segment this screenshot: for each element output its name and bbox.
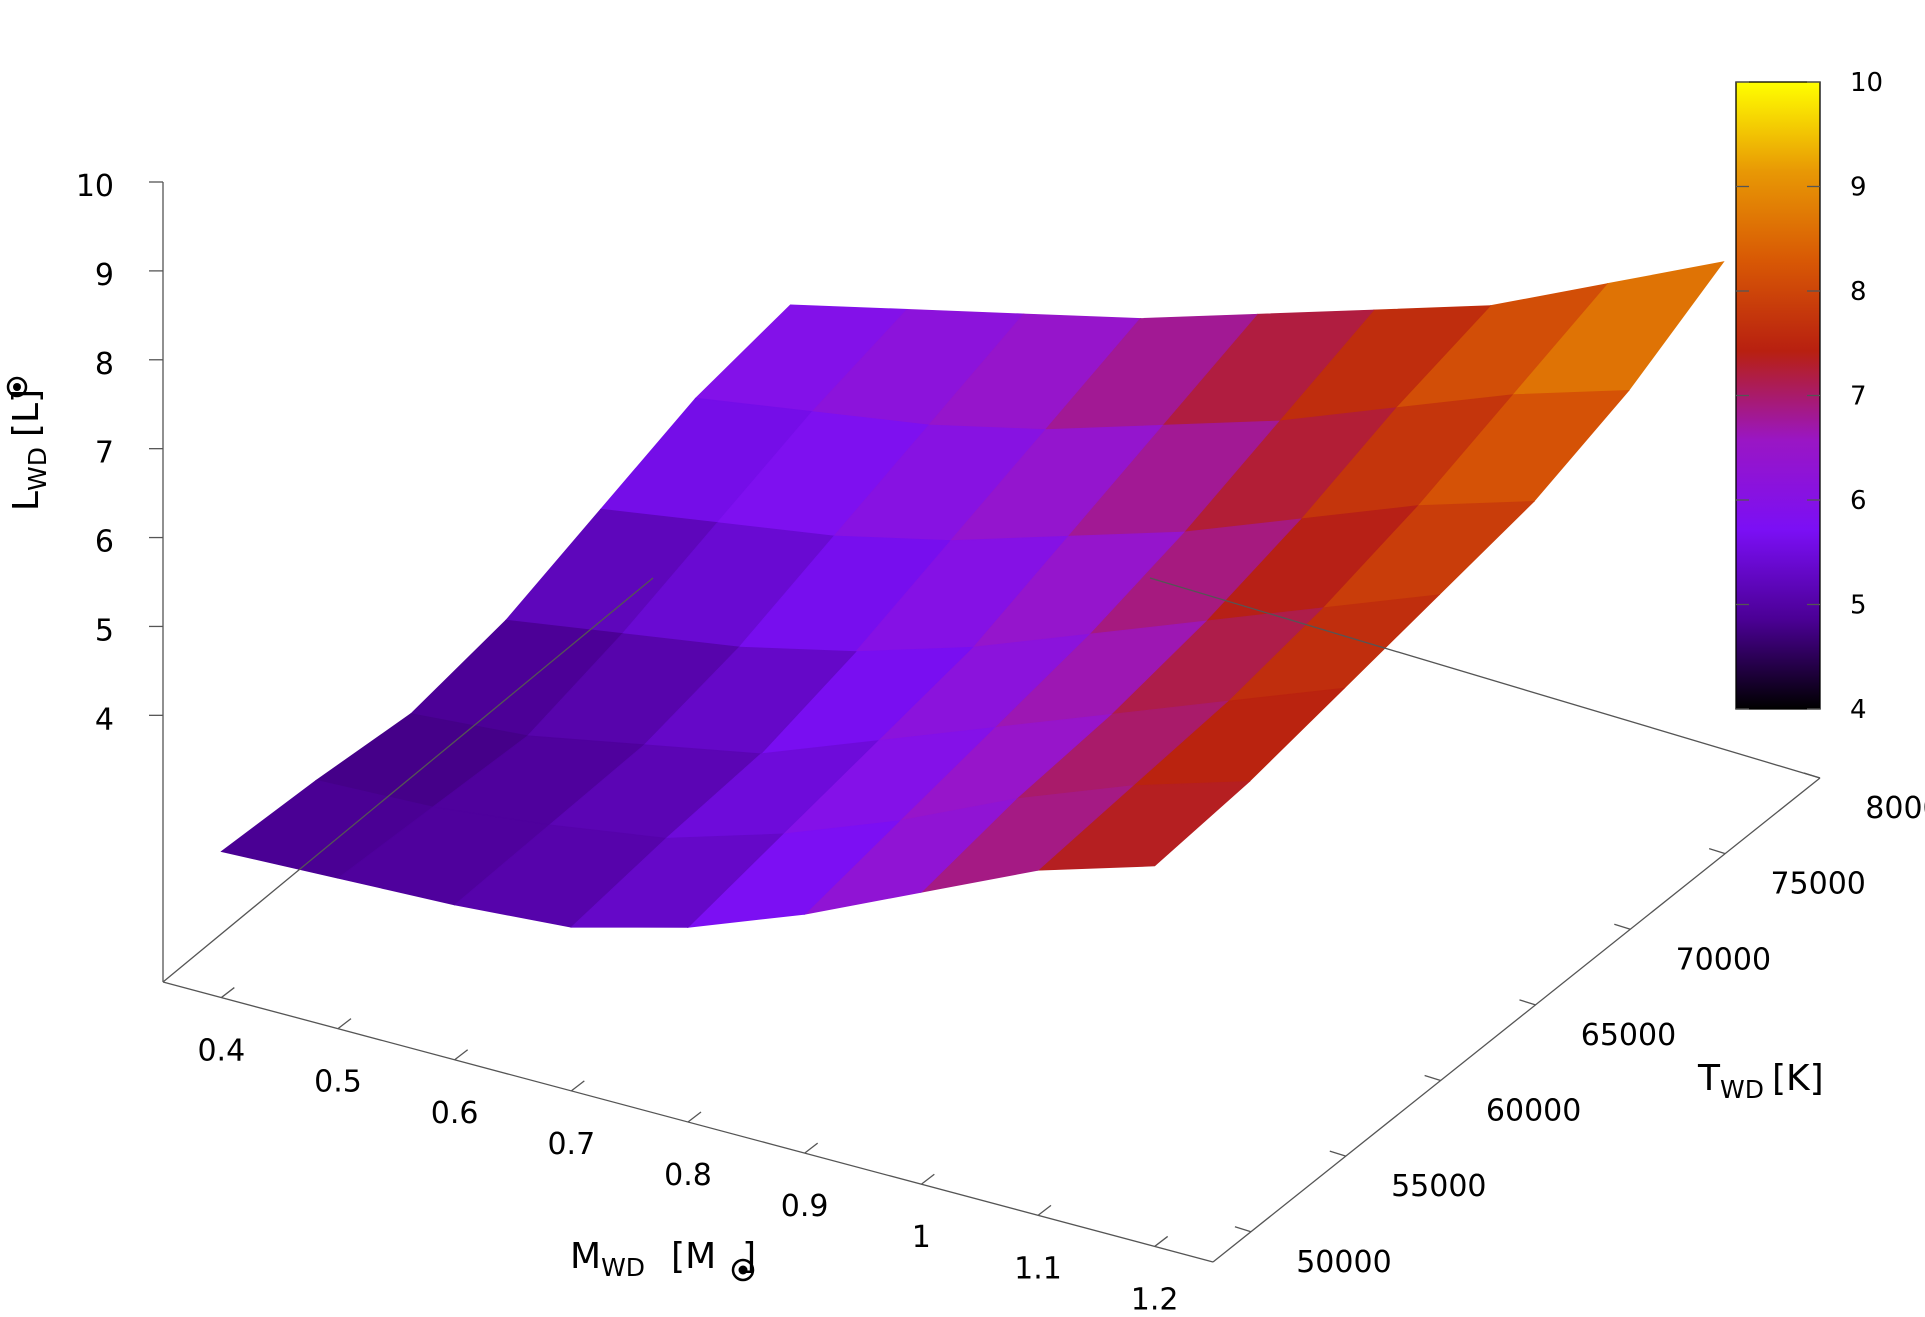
surface-cell-3-5 bbox=[570, 833, 784, 928]
x-tick bbox=[337, 1018, 352, 1030]
x-tick bbox=[920, 1173, 935, 1185]
y-tick-label: 65000 bbox=[1581, 1018, 1676, 1053]
colorbar-ticks: 4 5 6 7 8 9 10 bbox=[1736, 68, 1883, 725]
x-tick-label: 0.5 bbox=[314, 1065, 362, 1100]
sun-symbol-icon bbox=[731, 1258, 755, 1282]
x-tick-label: 1 bbox=[912, 1220, 931, 1255]
colorbar-tick-label: 6 bbox=[1850, 486, 1867, 516]
y-tick bbox=[1234, 1226, 1252, 1233]
svg-text:LWD[L]: LWD [L] bbox=[6, 389, 52, 511]
ticks bbox=[149, 181, 1821, 1247]
back-axis-line-2 bbox=[1149, 577, 1821, 779]
y-tick-label: 55000 bbox=[1391, 1169, 1486, 1204]
x-axis-title: MWD [M] bbox=[570, 1236, 756, 1282]
y-tick-label: 80000 bbox=[1865, 791, 1925, 826]
x-title-unit-open: [M bbox=[671, 1236, 716, 1277]
x-tick bbox=[220, 987, 235, 999]
colorbar-tick-label: 7 bbox=[1850, 382, 1867, 412]
x-tick-label: 0.8 bbox=[664, 1158, 712, 1193]
x-tick-label: 1.1 bbox=[1014, 1251, 1062, 1286]
colorbar-tick-label: 8 bbox=[1850, 277, 1867, 307]
z-tick-label: 6 bbox=[95, 525, 114, 560]
z-title-unit-close: ] bbox=[6, 389, 47, 403]
z-axis-title: LWD [L] bbox=[6, 376, 52, 511]
z-tick-label: 8 bbox=[95, 347, 114, 382]
x-tick bbox=[804, 1142, 819, 1154]
colorbar-tick-label: 5 bbox=[1850, 591, 1867, 621]
x-tick bbox=[1154, 1235, 1169, 1247]
x-tick-label: 0.4 bbox=[197, 1034, 245, 1069]
svg-text:TWD[K]: TWD [K] bbox=[1697, 1058, 1824, 1104]
colorbar-tick-label: 9 bbox=[1850, 173, 1867, 203]
z-tick-label: 7 bbox=[95, 436, 114, 471]
y-tick bbox=[1329, 1150, 1346, 1157]
x-tick bbox=[1037, 1204, 1052, 1216]
x-tick bbox=[454, 1049, 469, 1061]
y-tick bbox=[1519, 999, 1536, 1006]
x-tick-label: 0.6 bbox=[431, 1096, 479, 1131]
y-tick bbox=[1424, 1074, 1441, 1082]
z-tick-label: 10 bbox=[76, 169, 114, 204]
labels: 456789100.40.50.60.70.80.911.11.25000055… bbox=[76, 169, 1925, 1317]
colorbar-gradient bbox=[1735, 81, 1821, 710]
y-tick-label: 50000 bbox=[1296, 1245, 1391, 1280]
z-title-main: L bbox=[6, 491, 47, 511]
x-tick-label: 1.2 bbox=[1131, 1282, 1179, 1317]
y-tick bbox=[1614, 923, 1631, 930]
surface bbox=[220, 261, 1725, 928]
colorbar-tick-label: 10 bbox=[1850, 68, 1883, 98]
x-tick bbox=[570, 1080, 585, 1092]
svg-text:MWD[M]: MWD [M] bbox=[570, 1236, 756, 1282]
y-title-unit: [K] bbox=[1772, 1058, 1824, 1099]
x-tick bbox=[687, 1111, 702, 1123]
y-tick-label: 75000 bbox=[1770, 867, 1865, 902]
y-tick-label: 70000 bbox=[1676, 942, 1771, 977]
colorbar: 4 5 6 7 8 9 10 bbox=[1735, 68, 1883, 725]
y-axis-title: TWD [K] bbox=[1697, 1058, 1824, 1104]
colorbar-tick-label: 4 bbox=[1850, 695, 1867, 725]
sun-symbol-icon bbox=[6, 376, 28, 398]
x-tick-label: 0.9 bbox=[781, 1189, 829, 1224]
z-tick-label: 9 bbox=[95, 258, 114, 293]
y-axis-line bbox=[1212, 777, 1821, 1263]
x-title-main: M bbox=[570, 1236, 601, 1277]
z-title-sub: WD bbox=[23, 447, 52, 491]
x-tick-label: 0.7 bbox=[547, 1127, 595, 1162]
y-tick bbox=[1803, 772, 1821, 779]
y-title-sub: WD bbox=[1720, 1075, 1764, 1104]
y-tick bbox=[1708, 848, 1726, 855]
z-title-unit-open: [L bbox=[6, 403, 47, 437]
y-title-main: T bbox=[1697, 1058, 1721, 1099]
back-axis-line bbox=[162, 577, 654, 983]
z-tick-label: 5 bbox=[95, 613, 114, 648]
z-tick-label: 4 bbox=[95, 702, 114, 737]
x-title-sub: WD bbox=[601, 1253, 645, 1282]
y-tick-label: 60000 bbox=[1486, 1094, 1581, 1129]
